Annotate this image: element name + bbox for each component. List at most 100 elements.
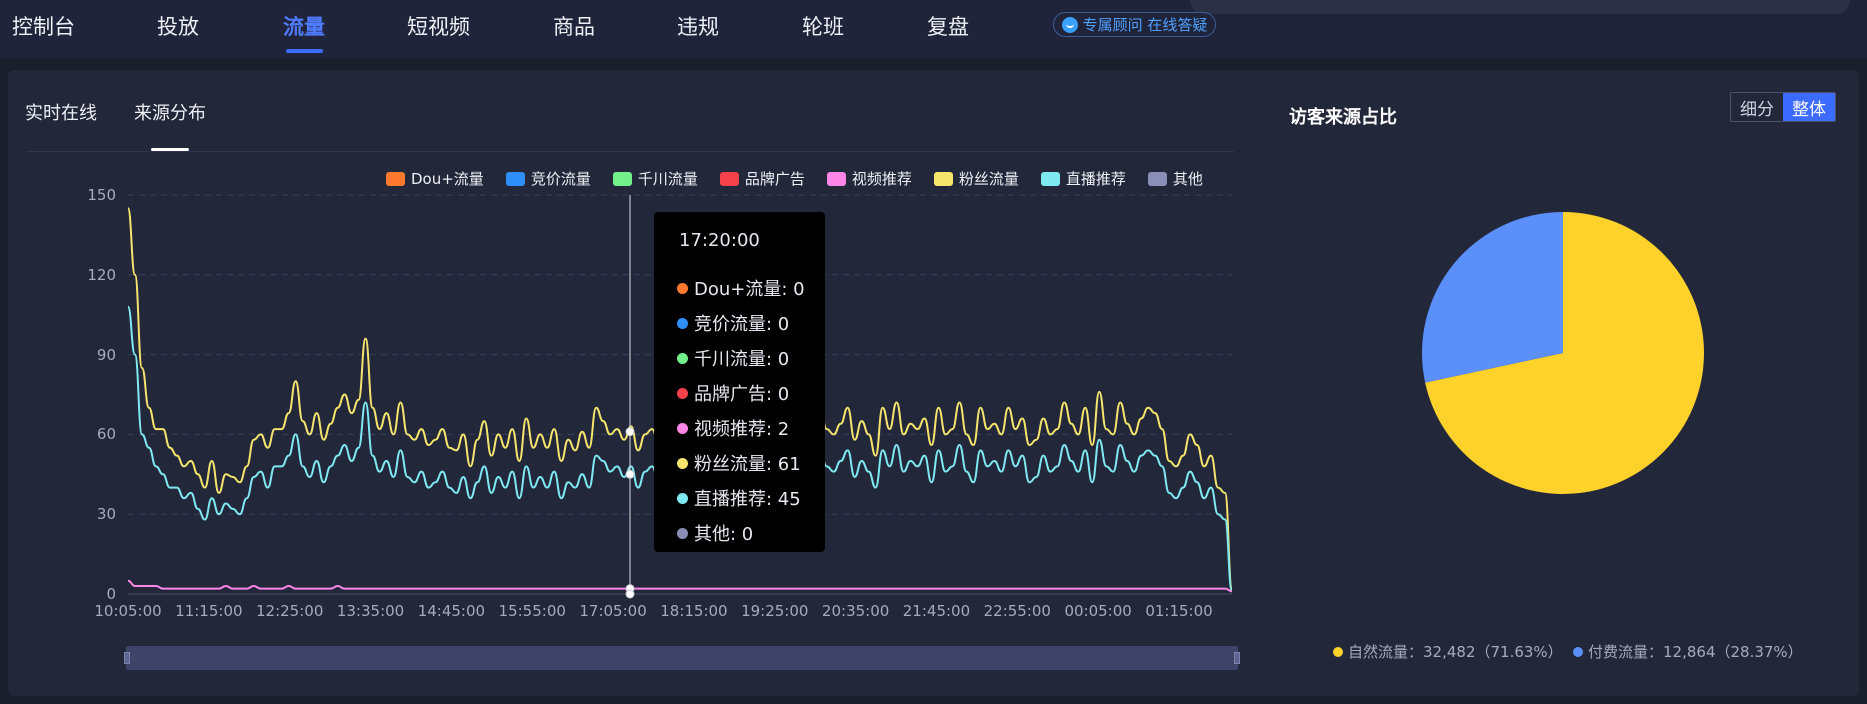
x-tick-label: 19:25:00	[741, 602, 809, 620]
legend-label: 直播推荐	[1065, 170, 1126, 188]
x-tick-label: 18:15:00	[660, 602, 728, 620]
top-right-bar	[1190, 0, 1850, 14]
y-tick-label: 30	[96, 505, 116, 524]
x-tick-label: 22:55:00	[983, 602, 1051, 620]
tab-source-distribution[interactable]: 来源分布	[134, 103, 206, 124]
tooltip-dot	[677, 317, 688, 329]
tooltip-row: 视频推荐: 2	[677, 415, 789, 441]
legend-swatch	[719, 171, 739, 186]
nav-item-products[interactable]: 商品	[553, 15, 595, 39]
y-tick-label: 90	[96, 345, 116, 364]
y-tick-label: 120	[87, 265, 116, 284]
y-tick-label: 60	[96, 425, 116, 444]
legend-label: 粉丝流量	[958, 170, 1019, 188]
tooltip-dot	[677, 352, 688, 364]
x-tick-label: 13:35:00	[336, 602, 405, 620]
nav-active-indicator	[286, 49, 323, 53]
tooltip-row-label: 千川流量: 0	[694, 349, 790, 370]
legend-swatch	[505, 171, 525, 186]
chart-legend: Dou+流量 竞价流量 千川流量 品牌广告 视频推荐 粉丝流量 直播推荐 其他	[386, 168, 1225, 189]
pie-legend-paid-label: 付费流量：12,864（28.37%）	[1588, 643, 1803, 661]
series-line	[127, 579, 1233, 593]
consult-label: 专属顾问 在线答疑	[1082, 16, 1208, 34]
toggle-detail-button[interactable]: 细分	[1740, 99, 1774, 120]
legend-label: 视频推荐	[851, 170, 912, 188]
legend-item[interactable]: 品牌广告	[719, 168, 805, 189]
legend-item[interactable]: 其他	[1147, 168, 1203, 189]
nav-item-review[interactable]: 复盘	[927, 15, 969, 39]
x-tick-label: 17:05:00	[579, 602, 647, 620]
x-tick-label: 00:05:00	[1064, 602, 1132, 620]
pie-title: 访客来源占比	[1289, 107, 1397, 128]
tooltip-dot	[677, 492, 688, 504]
tooltip-row: 品牌广告: 0	[677, 380, 789, 406]
tooltip-time: 17:20:00	[679, 230, 760, 251]
legend-item[interactable]: 竞价流量	[505, 168, 591, 189]
pie-legend-natural-label: 自然流量：32,482（71.63%）	[1348, 643, 1563, 661]
zoom-slider-handle-right[interactable]	[1234, 652, 1240, 664]
legend-swatch	[386, 171, 405, 186]
tooltip-row: 竞价流量: 0	[677, 310, 789, 336]
zoom-slider-handle-left[interactable]	[124, 652, 130, 664]
pie-slice	[1422, 211, 1563, 383]
x-tick-label: 15:55:00	[498, 602, 566, 620]
nav-item-violations[interactable]: 违规	[677, 15, 719, 39]
pie-legend-natural[interactable]: 自然流量：32,482（71.63%）	[1333, 641, 1563, 662]
nav-item-console[interactable]: 控制台	[12, 15, 75, 39]
legend-item[interactable]: 千川流量	[612, 168, 698, 189]
pie-view-toggle: 细分 整体	[1730, 92, 1836, 122]
tooltip-row: 千川流量: 0	[677, 345, 789, 371]
tooltip-dot	[677, 527, 688, 539]
nav-item-shift[interactable]: 轮班	[802, 15, 844, 39]
legend-item[interactable]: 直播推荐	[1040, 168, 1126, 189]
tooltip-row: 粉丝流量: 61	[677, 450, 801, 476]
toggle-overall-button[interactable]: 整体	[1783, 93, 1835, 121]
x-tick-label: 21:45:00	[902, 602, 971, 620]
tooltip-dot	[677, 457, 688, 469]
pie-legend-paid-dot	[1573, 646, 1583, 657]
tooltip-dot	[677, 422, 688, 434]
legend-item[interactable]: 粉丝流量	[933, 168, 1019, 189]
hover-point	[625, 427, 635, 437]
zoom-slider[interactable]	[126, 646, 1238, 670]
hover-point	[625, 589, 635, 599]
chat-icon	[1061, 16, 1078, 33]
legend-item[interactable]: Dou+流量	[386, 168, 484, 189]
tooltip-row-label: Dou+流量: 0	[694, 279, 805, 300]
consult-button[interactable]: 专属顾问 在线答疑	[1053, 12, 1216, 37]
tab-realtime-online[interactable]: 实时在线	[25, 103, 97, 124]
legend-swatch	[1147, 171, 1167, 186]
x-tick-label: 14:45:00	[417, 602, 486, 620]
legend-swatch	[933, 171, 953, 186]
legend-item[interactable]: 视频推荐	[826, 168, 912, 189]
tooltip-row-label: 其他: 0	[694, 524, 754, 545]
tooltip-row-label: 品牌广告: 0	[694, 384, 790, 405]
tooltip-row-label: 竞价流量: 0	[694, 314, 790, 335]
tooltip-row-label: 直播推荐: 45	[694, 489, 801, 510]
nav-item-traffic[interactable]: 流量	[283, 15, 325, 39]
x-tick-label: 01:15:00	[1145, 602, 1213, 620]
tooltip-row-label: 粉丝流量: 61	[694, 454, 801, 475]
hover-point	[625, 469, 635, 479]
tab-divider	[26, 151, 1234, 152]
tooltip-dot	[677, 282, 688, 294]
tooltip-row: 其他: 0	[677, 520, 753, 546]
legend-label: 品牌广告	[744, 170, 805, 188]
pie-legend-natural-dot	[1333, 646, 1343, 657]
tooltip-row: 直播推荐: 45	[677, 485, 801, 511]
tooltip-dot	[677, 387, 688, 399]
nav-item-ads[interactable]: 投放	[157, 15, 199, 39]
legend-swatch	[1040, 171, 1060, 186]
legend-label: 竞价流量	[530, 170, 591, 188]
tooltip-row: Dou+流量: 0	[677, 275, 805, 301]
x-tick-label: 20:35:00	[821, 602, 890, 620]
x-tick-label: 10:05:00	[94, 602, 162, 620]
nav-item-short-video[interactable]: 短视频	[407, 15, 470, 39]
pie-legend-paid[interactable]: 付费流量：12,864（28.37%）	[1573, 641, 1803, 662]
y-tick-label: 150	[87, 186, 116, 204]
chart-tooltip: 17:20:00 Dou+流量: 0 竞价流量: 0 千川流量: 0 品牌广告: 0 视…	[654, 212, 825, 552]
legend-swatch	[612, 171, 632, 186]
legend-label: 其他	[1172, 170, 1203, 188]
y-tick-label: 0	[106, 585, 116, 603]
